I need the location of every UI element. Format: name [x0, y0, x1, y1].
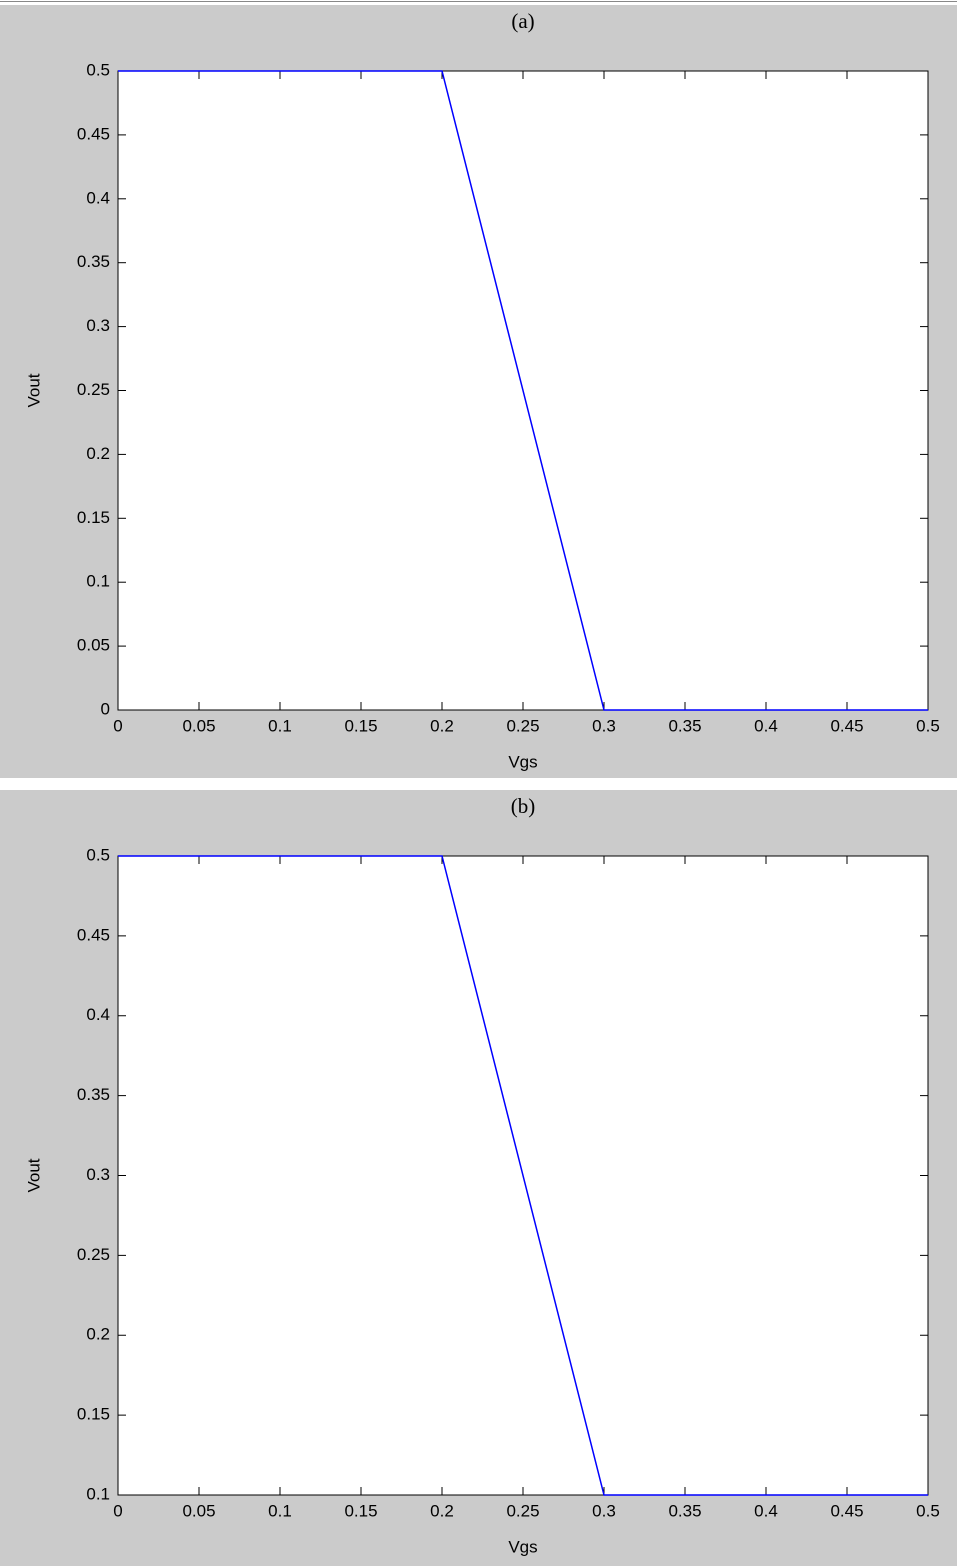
x-tick-label: 0.25 — [506, 716, 539, 735]
x-tick-label: 0 — [113, 1501, 122, 1520]
y-tick-label: 0.25 — [77, 1245, 110, 1264]
x-tick-label: 0.05 — [182, 716, 215, 735]
page: 0 0.05 0.1 0.15 0.2 0.25 0.3 0.35 0.4 0.45 0.5 0 0.0… — [0, 0, 957, 1566]
x-axis-label: Vgs — [508, 1537, 537, 1556]
y-tick-label: 0.4 — [86, 188, 110, 207]
y-axis-label: Vout — [24, 1158, 43, 1192]
y-tick-label: 0.2 — [86, 1325, 110, 1344]
x-tick-label: 0.35 — [668, 1501, 701, 1520]
x-tick-label: 0.15 — [344, 1501, 377, 1520]
y-tick-label: 0.4 — [86, 1005, 110, 1024]
chart-title: (b) — [511, 794, 536, 818]
x-tick-label: 0.1 — [268, 1501, 292, 1520]
y-axis-label: Vout — [24, 373, 43, 407]
x-tick-label: 0.5 — [916, 716, 940, 735]
y-tick-label: 0.35 — [77, 252, 110, 271]
y-tick-label: 0.5 — [86, 845, 110, 864]
chart-title: (a) — [511, 9, 534, 33]
y-tick-label: 0.05 — [77, 636, 110, 655]
y-tick-label: 0.3 — [86, 1165, 110, 1184]
x-tick-label: 0.4 — [754, 716, 778, 735]
y-tick-label: 0.15 — [77, 508, 110, 527]
y-tick-label: 0.15 — [77, 1405, 110, 1424]
y-tick-label: 0.1 — [86, 1484, 110, 1503]
y-tick-label: 0.25 — [77, 380, 110, 399]
x-tick-label: 0.15 — [344, 716, 377, 735]
x-tick-label: 0.05 — [182, 1501, 215, 1520]
figure: 0 0.05 0.1 0.15 0.2 0.25 0.3 0.35 0.4 0.45 0.5 0 0.0… — [0, 0, 957, 1566]
x-tick-label: 0 — [113, 716, 122, 735]
x-tick-label: 0.1 — [268, 716, 292, 735]
x-tick-label: 0.5 — [916, 1501, 940, 1520]
x-axis-label: Vgs — [508, 752, 537, 771]
x-tick-label: 0.2 — [430, 716, 454, 735]
x-tick-label: 0.3 — [592, 1501, 616, 1520]
x-tick-label: 0.45 — [830, 716, 863, 735]
y-tick-label: 0.1 — [86, 572, 110, 591]
y-tick-label: 0.3 — [86, 316, 110, 335]
y-tick-label: 0.5 — [86, 60, 110, 79]
y-tick-label: 0.45 — [77, 124, 110, 143]
x-tick-label: 0.4 — [754, 1501, 778, 1520]
y-tick-label: 0.2 — [86, 444, 110, 463]
x-tick-label: 0.35 — [668, 716, 701, 735]
y-tick-label: 0.45 — [77, 925, 110, 944]
y-tick-label: 0 — [101, 699, 110, 718]
x-tick-label: 0.2 — [430, 1501, 454, 1520]
x-tick-label: 0.25 — [506, 1501, 539, 1520]
x-tick-label: 0.3 — [592, 716, 616, 735]
x-tick-label: 0.45 — [830, 1501, 863, 1520]
y-tick-label: 0.35 — [77, 1085, 110, 1104]
